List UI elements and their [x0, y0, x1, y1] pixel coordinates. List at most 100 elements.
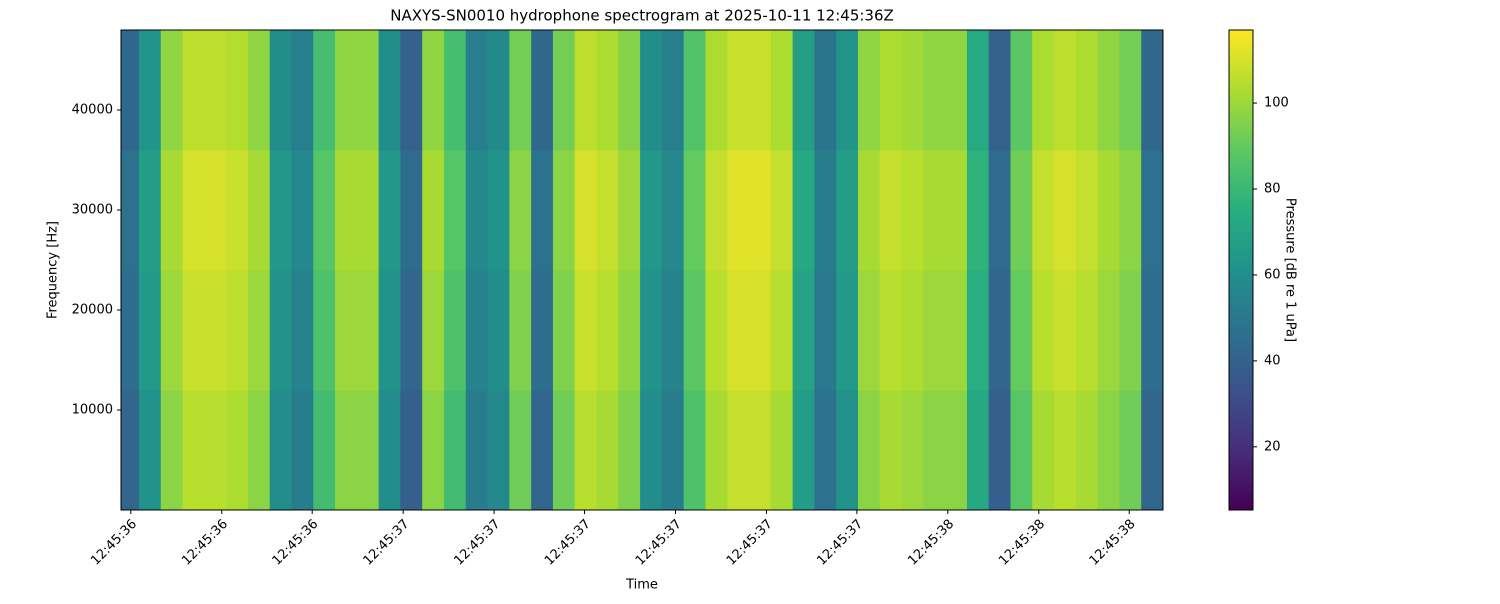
- heatmap-cell: [531, 390, 554, 510]
- heatmap-cell: [1119, 30, 1142, 151]
- heatmap-cell: [596, 390, 619, 510]
- heatmap-cell: [683, 150, 707, 271]
- heatmap-cell: [356, 270, 380, 391]
- heatmap-cell: [531, 30, 554, 151]
- heatmap-cell: [857, 30, 881, 151]
- heatmap-cell: [1075, 30, 1099, 151]
- heatmap-cell: [247, 270, 271, 391]
- heatmap-cell: [121, 150, 140, 271]
- heatmap-cell: [487, 30, 510, 151]
- heatmap-cell: [269, 150, 293, 271]
- x-tick-label: 12:45:37: [814, 517, 866, 569]
- heatmap-cell: [618, 150, 641, 271]
- heatmap-cell: [247, 390, 271, 510]
- colorbar: [1228, 29, 1254, 511]
- x-tick-label: 12:45:38: [996, 517, 1048, 569]
- heatmap-cell: [1032, 150, 1055, 271]
- heatmap-cell: [901, 150, 924, 271]
- heatmap-cell: [879, 390, 903, 510]
- heatmap-cell: [204, 150, 227, 271]
- heatmap-cell: [1141, 390, 1163, 510]
- heatmap-cell: [465, 30, 489, 151]
- plot-frame: [120, 29, 1164, 511]
- heatmap-cell: [683, 390, 707, 510]
- heatmap-cell: [901, 390, 924, 510]
- heatmap-cell: [138, 390, 162, 510]
- heatmap-cell: [204, 390, 227, 510]
- heatmap-cell: [792, 270, 815, 391]
- heatmap-cell: [1010, 30, 1033, 151]
- heatmap-cell: [1097, 150, 1121, 271]
- heatmap-cell: [121, 390, 140, 510]
- heatmap-cell: [770, 390, 794, 510]
- heatmap-cell: [160, 150, 184, 271]
- heatmap-cell: [1119, 270, 1142, 391]
- heatmap-cell: [945, 30, 968, 151]
- heatmap-cell: [182, 390, 205, 510]
- heatmap-cell: [1141, 30, 1163, 151]
- heatmap-cell: [291, 390, 314, 510]
- heatmap-cell: [378, 150, 402, 271]
- heatmap-cell: [1054, 30, 1077, 151]
- heatmap-cell: [705, 270, 728, 391]
- heatmap-cell: [661, 30, 685, 151]
- x-tick-label: 12:45:37: [633, 517, 685, 569]
- heatmap-cell: [1054, 390, 1077, 510]
- heatmap-cell: [400, 390, 423, 510]
- heatmap-cell: [966, 390, 990, 510]
- heatmap-cell: [770, 150, 794, 271]
- heatmap-cell: [574, 30, 598, 151]
- heatmap-cell: [422, 150, 445, 271]
- heatmap-cell: [1097, 390, 1121, 510]
- heatmap-cell: [618, 390, 641, 510]
- heatmap-cell: [770, 30, 794, 151]
- heatmap-cell: [1075, 390, 1099, 510]
- heatmap-cell: [640, 270, 663, 391]
- heatmap-cell: [291, 150, 314, 271]
- x-tick-label: 12:45:37: [361, 517, 413, 569]
- heatmap-cell: [204, 30, 227, 151]
- heatmap-cell: [1010, 390, 1033, 510]
- heatmap-cell: [138, 30, 162, 151]
- x-tick-label: 12:45:36: [179, 517, 231, 569]
- heatmap-cell: [574, 150, 598, 271]
- heatmap-cell: [509, 270, 532, 391]
- heatmap-cell: [226, 150, 249, 271]
- y-tick-label: 30000: [72, 203, 113, 218]
- heatmap-cell: [661, 150, 685, 271]
- heatmap-cell: [1141, 150, 1163, 271]
- heatmap-cell: [1032, 390, 1055, 510]
- heatmap: [121, 30, 1163, 510]
- heatmap-cell: [138, 270, 162, 391]
- heatmap-cell: [1119, 150, 1142, 271]
- x-axis-label: Time: [625, 578, 658, 593]
- chart-title: NAXYS-SN0010 hydrophone spectrogram at 2…: [390, 7, 894, 25]
- heatmap-cell: [291, 30, 314, 151]
- heatmap-cell: [596, 270, 619, 391]
- heatmap-cell: [857, 390, 881, 510]
- colorbar-tick-label: 40: [1264, 353, 1281, 368]
- heatmap-cell: [879, 270, 903, 391]
- heatmap-cell: [792, 30, 815, 151]
- heatmap-cell: [683, 30, 707, 151]
- x-tick-label: 12:45:36: [88, 517, 140, 569]
- heatmap-cell: [313, 390, 336, 510]
- heatmap-cell: [945, 390, 968, 510]
- heatmap-cell: [400, 30, 423, 151]
- heatmap-cell: [465, 150, 489, 271]
- heatmap-cell: [422, 390, 445, 510]
- heatmap-cell: [444, 390, 467, 510]
- heatmap-cell: [160, 390, 184, 510]
- heatmap-cell: [335, 270, 358, 391]
- heatmap-cell: [487, 390, 510, 510]
- heatmap-cell: [574, 270, 598, 391]
- heatmap-cell: [618, 30, 641, 151]
- heatmap-cell: [923, 270, 946, 391]
- heatmap-cell: [814, 150, 837, 271]
- heatmap-cell: [727, 30, 750, 151]
- heatmap-cell: [444, 150, 467, 271]
- heatmap-cell: [879, 150, 903, 271]
- heatmap-cell: [138, 150, 162, 271]
- heatmap-cell: [836, 270, 859, 391]
- heatmap-cell: [226, 30, 249, 151]
